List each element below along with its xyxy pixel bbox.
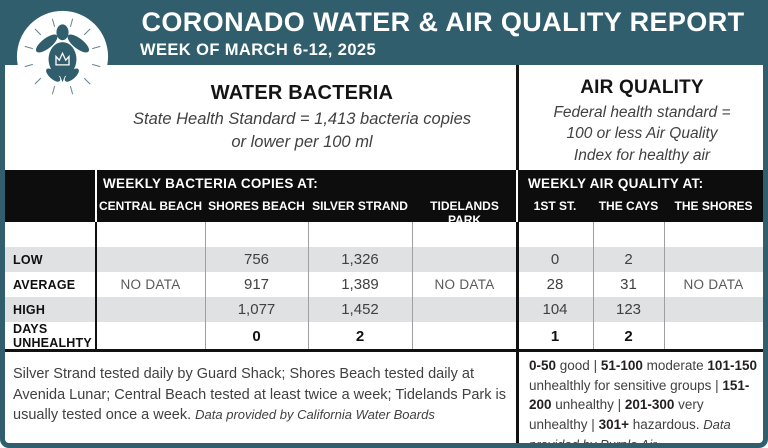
table-divider-labels [95, 222, 97, 352]
aqi-range: 101-150 [707, 358, 757, 373]
table-cell: 917 [243, 276, 270, 293]
table-row-average: AVERAGE NO DATA 917 1,389 NO DATA 28 31 … [5, 272, 763, 297]
water-bacteria-section: WATER BACTERIA State Health Standard = 1… [108, 82, 496, 155]
band-divider-sections [516, 170, 518, 222]
air-standard-line-3: Index for healthy air [573, 146, 711, 164]
water-standard-line-2: or lower per 100 ml [231, 133, 373, 152]
column-divider [205, 222, 206, 349]
table-cell: 2 [355, 327, 365, 345]
column-header-central-beach: CENTRAL BEACH [98, 199, 203, 213]
turtle-logo-icon [16, 10, 109, 103]
table-row-high: HIGH 1,077 1,452 104 123 [5, 297, 763, 322]
table-bottom-rule [0, 349, 768, 352]
table-cell: 2 [624, 251, 633, 268]
table-cell: 1,077 [237, 301, 276, 318]
aqi-desc: moderate [642, 358, 708, 373]
column-header-1st-st: 1ST ST. [533, 199, 577, 213]
water-footnote: Silver Strand tested daily by Guard Shac… [13, 364, 511, 426]
table-cell: 1,389 [341, 276, 379, 293]
footer-divider [516, 352, 519, 443]
week-subtitle: WEEK OF MARCH 6-12, 2025 [140, 41, 377, 59]
water-footnote-text: Silver Strand tested daily by Guard Shac… [13, 366, 507, 424]
row-label-average: AVERAGE [13, 277, 76, 292]
table-cell: 28 [546, 276, 564, 293]
header-bar: CORONADO WATER & AIR QUALITY REPORT WEEK… [0, 0, 768, 65]
aqi-range: 201-300 [624, 397, 675, 413]
table-cell: 0 [252, 327, 261, 345]
aqi-range: 51-100 [600, 358, 643, 373]
row-label-high: HIGH [13, 302, 46, 317]
table-cell: NO DATA [683, 277, 744, 292]
air-standard-line-1: Federal health standard = [553, 104, 731, 121]
table-cell: 0 [550, 251, 560, 268]
water-standard-line-1: State Health Standard = 1,413 bacteria c… [132, 110, 472, 128]
table-cell: 31 [620, 276, 637, 293]
column-header-the-cays: THE CAYS [598, 199, 659, 213]
column-divider [308, 222, 309, 349]
table-cell: 756 [243, 251, 270, 268]
aqi-desc: hazardous. [628, 417, 704, 433]
table-row-days-unhealthy: DAYS UNHEALHTY 0 2 1 2 [5, 322, 763, 350]
air-data-credit: Data provided by Purple Air [529, 417, 731, 448]
air-band-title: WEEKLY AIR QUALITY AT: [528, 176, 704, 191]
column-header-the-shores: THE SHORES [674, 199, 753, 213]
table-cell: 1,452 [341, 301, 379, 318]
crown-icon [55, 51, 70, 66]
row-label-text: DAYS UNHEALHTY [13, 322, 92, 350]
aqi-desc: unhealthy | [551, 397, 625, 413]
aqi-desc: very unhealthy | [529, 397, 704, 433]
table-cell: 104 [542, 301, 568, 318]
column-header-shores-beach: SHORES BEACH [208, 199, 305, 213]
column-header-silver-strand: SILVER STRAND [312, 199, 408, 213]
water-section-title: WATER BACTERIA [210, 82, 394, 104]
table-cell: NO DATA [434, 277, 495, 292]
column-divider [593, 222, 594, 349]
table-cell: 2 [624, 327, 633, 345]
aqi-range: 301+ [598, 417, 629, 433]
air-quality-section: AIR QUALITY Federal health standard = 10… [522, 77, 762, 166]
table-cell: NO DATA [120, 277, 181, 292]
table-cell: 123 [615, 301, 642, 318]
aqi-desc: good | [556, 358, 601, 373]
aqi-range: 0-50 [529, 358, 557, 373]
aqi-desc: unhealthly for sensitive groups | [529, 377, 723, 393]
column-header-tidelands-park: TIDELANDS PARK [430, 199, 499, 227]
air-section-title: AIR QUALITY [580, 77, 704, 98]
water-band-title: WEEKLY BACTERIA COPIES AT: [103, 176, 319, 191]
air-standard-line-2: 100 or less Air Quality [566, 125, 718, 143]
band-divider-labels [95, 170, 97, 222]
table-header-band: WEEKLY BACTERIA COPIES AT: WEEKLY AIR QU… [0, 170, 768, 227]
row-label-days-unhealthy: DAYS UNHEALHTY [5, 322, 96, 350]
aqi-range: 151-200 [529, 377, 750, 413]
air-quality-scale-footnote: 0-50 good | 51-100 moderate 101-150 unhe… [529, 356, 760, 448]
table-cell: 1,326 [341, 251, 379, 268]
column-divider [664, 222, 665, 349]
table-divider-sections [516, 222, 519, 352]
water-data-credit: Data provided by California Water Boards [195, 407, 435, 423]
section-divider [516, 65, 519, 170]
column-divider [412, 222, 413, 349]
table-row-low: LOW 756 1,326 0 2 [5, 247, 763, 272]
table-cell: 1 [550, 327, 560, 345]
row-label-low: LOW [13, 252, 43, 267]
page-title: CORONADO WATER & AIR QUALITY REPORT [141, 7, 745, 37]
